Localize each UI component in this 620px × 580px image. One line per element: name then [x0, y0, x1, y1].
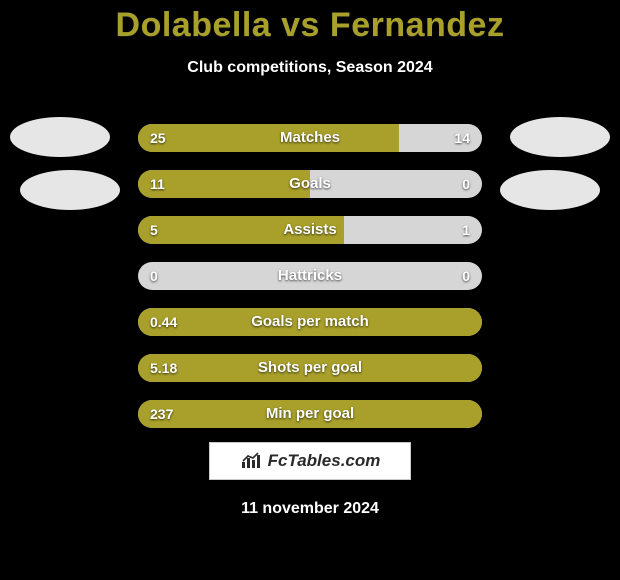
stat-fill-left	[138, 354, 310, 382]
stat-row: Goals110	[138, 170, 482, 198]
stat-row: Shots per goal5.18	[138, 354, 482, 382]
stat-row: Min per goal237	[138, 400, 482, 428]
page-subtitle: Club competitions, Season 2024	[0, 59, 620, 77]
stat-fill-left	[138, 400, 310, 428]
title-vs: vs	[281, 6, 320, 44]
stat-bars: Matches2514 Goals110 Assists51 Hattricks00 G…	[138, 124, 482, 446]
avatar-placeholder-right-2	[500, 170, 600, 210]
player-right-name: Fernandez	[330, 6, 505, 44]
page-title: Dolabella vs Fernandez	[0, 0, 620, 45]
avatar-placeholder-left-2	[20, 170, 120, 210]
stat-fill-left	[138, 124, 310, 152]
stat-fill-left	[138, 308, 310, 336]
avatar-placeholder-right-1	[510, 117, 610, 157]
stat-row: Goals per match0.44	[138, 308, 482, 336]
avatar-placeholder-left-1	[10, 117, 110, 157]
brand-text: FcTables.com	[268, 451, 381, 471]
stat-fill-left	[138, 170, 310, 198]
stat-fill-right	[310, 124, 399, 152]
stat-row: Matches2514	[138, 124, 482, 152]
comparison-card: Dolabella vs Fernandez Club competitions…	[0, 0, 620, 580]
stat-row: Hattricks00	[138, 262, 482, 290]
stat-fill-right	[310, 308, 482, 336]
stat-fill-right	[310, 216, 344, 244]
chart-icon	[240, 452, 262, 470]
footer-date: 11 november 2024	[0, 500, 620, 518]
stat-fill-left	[138, 216, 310, 244]
stat-row: Assists51	[138, 216, 482, 244]
player-left-name: Dolabella	[116, 6, 272, 44]
brand-badge: FcTables.com	[209, 442, 411, 480]
stat-fill-right	[310, 354, 482, 382]
stat-fill-right	[310, 400, 482, 428]
